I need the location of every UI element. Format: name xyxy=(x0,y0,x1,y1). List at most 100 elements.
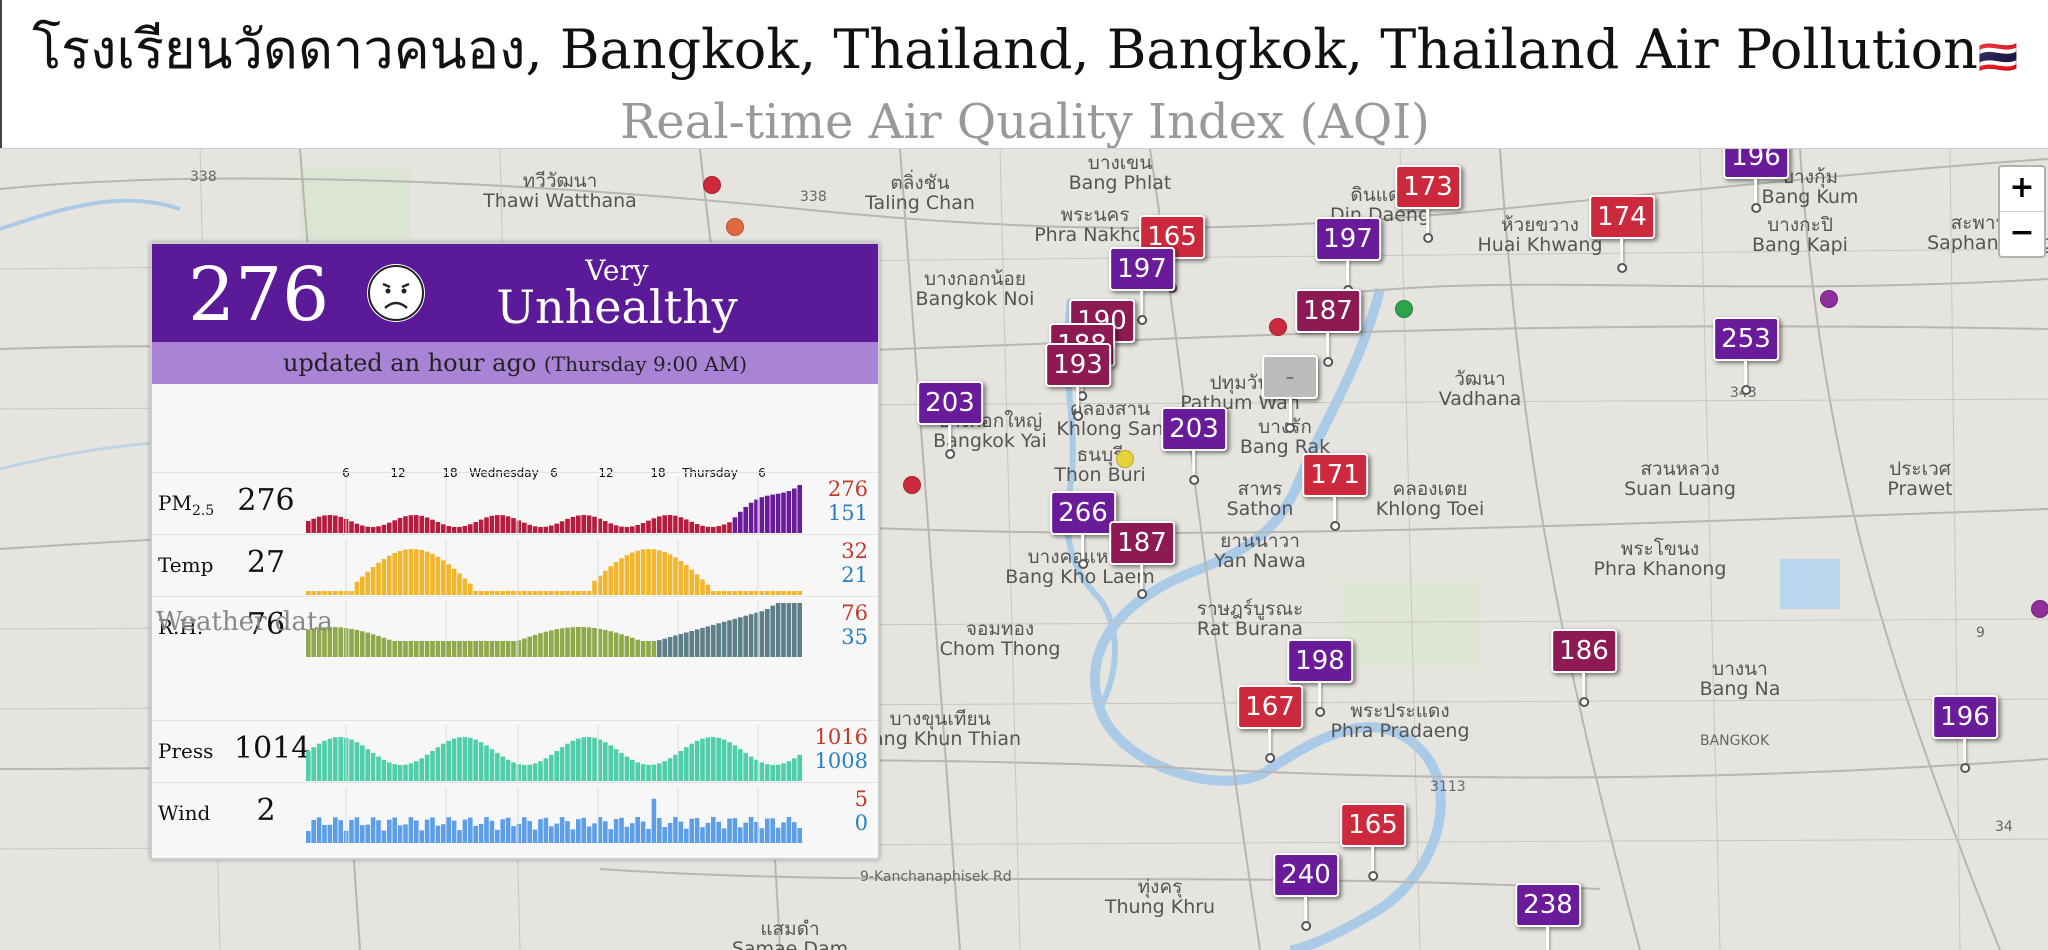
aqi-marker[interactable]: 203 xyxy=(1161,407,1227,485)
aqi-marker[interactable]: 171 xyxy=(1302,453,1368,531)
sparkline-bar xyxy=(765,609,770,657)
updated-time: updated an hour ago (Thursday 9:00 AM) xyxy=(152,342,878,384)
sparkline-bar xyxy=(435,556,441,595)
sparkline-bar xyxy=(738,511,743,533)
marker-value: 203 xyxy=(1161,407,1227,451)
sparkline-bar xyxy=(684,565,689,595)
chart-row-rh: R.H. 76 76 35 xyxy=(152,596,878,659)
sparkline-bar xyxy=(689,631,694,657)
station-dot[interactable] xyxy=(703,176,721,194)
sparkline-bar xyxy=(635,525,640,533)
sparkline-bar xyxy=(651,764,657,781)
zoom-in-button[interactable]: + xyxy=(2009,170,2035,205)
station-dot[interactable] xyxy=(1820,290,1838,308)
sparkline-bar xyxy=(570,591,576,595)
sparkline-bar xyxy=(662,761,667,781)
place-label: สวนหลวง Suan Luang xyxy=(1624,458,1736,500)
sparkline-bar xyxy=(549,826,554,843)
sparkline-bar xyxy=(689,521,694,533)
row-sparkline xyxy=(306,601,802,657)
sparkline-bar xyxy=(624,826,630,843)
sparkline-bar xyxy=(743,822,748,843)
aqi-marker[interactable]: 266 xyxy=(1050,491,1116,569)
chart-row-press: Press 1014 1016 1008 xyxy=(152,720,878,783)
aqi-marker[interactable]: 186 xyxy=(1551,629,1617,707)
sparkline-bar xyxy=(489,749,495,781)
sparkline-bar xyxy=(419,830,424,843)
station-dot[interactable] xyxy=(2031,600,2048,618)
sparkline-bar xyxy=(727,742,732,781)
station-dot[interactable] xyxy=(1116,450,1134,468)
aqi-marker[interactable]: 253 xyxy=(1713,317,1779,395)
sparkline-bar xyxy=(786,761,792,781)
station-dot[interactable] xyxy=(903,476,921,494)
sparkline-bar xyxy=(759,762,765,781)
place-label: บางคอแหลม Bang Kho Laem xyxy=(1005,546,1155,588)
sparkline-bar xyxy=(327,515,333,533)
aqi-marker[interactable]: 197 xyxy=(1109,247,1175,325)
sparkline-bar xyxy=(765,818,770,843)
sparkline-bar xyxy=(360,825,365,843)
sparkline-bar xyxy=(700,827,705,843)
sparkline-bar xyxy=(532,763,538,781)
aqi-marker[interactable]: 197 xyxy=(1315,217,1381,295)
aqi-marker[interactable]: 187 xyxy=(1295,289,1361,367)
road-label: 9 xyxy=(1976,625,1985,641)
aqi-marker[interactable]: 167 xyxy=(1237,685,1303,763)
sparkline-bar xyxy=(473,641,478,657)
row-label: Wind xyxy=(158,801,211,825)
sparkline-bar xyxy=(662,515,667,533)
sparkline-bar xyxy=(349,521,354,533)
sparkline-bar xyxy=(370,817,376,843)
sparkline-bar xyxy=(381,559,387,595)
sparkline-bar xyxy=(705,822,711,843)
sparkline-bar xyxy=(549,591,554,595)
sparkline-bar xyxy=(748,817,754,843)
sparkline-bar xyxy=(511,641,516,657)
place-label: ตลิ่งชัน Taling Chan xyxy=(865,172,975,214)
time-label: 6 xyxy=(758,466,766,480)
aqi-marker[interactable]: 193 xyxy=(1045,343,1111,421)
sparkline-bar xyxy=(657,763,662,781)
sparkline-bar xyxy=(603,742,608,781)
station-dot[interactable] xyxy=(726,218,744,236)
station-dot[interactable] xyxy=(1269,318,1287,336)
sparkline-bar xyxy=(765,495,770,533)
sparkline-bar xyxy=(770,605,775,657)
aqi-marker[interactable]: 238 xyxy=(1515,883,1581,950)
station-dot[interactable] xyxy=(1395,300,1413,318)
marker-value: 171 xyxy=(1302,453,1368,497)
sparkline-bar xyxy=(484,817,489,843)
place-label: บางกะปิ Bang Kapi xyxy=(1752,214,1848,256)
chart-row-wind: Wind 2 5 0 xyxy=(152,782,878,845)
sparkline-bar xyxy=(500,756,505,781)
zoom-out-button[interactable]: − xyxy=(2000,211,2044,256)
sparkline-bar xyxy=(462,525,468,533)
sparkline-bar xyxy=(738,591,743,595)
sparkline-bar xyxy=(646,549,651,595)
chart-row-pm: PM2.5 276 276 151 xyxy=(152,472,878,535)
aqi-marker[interactable]: 196 xyxy=(1723,149,1789,213)
aqi-marker[interactable]: 173 xyxy=(1395,165,1461,243)
aqi-marker[interactable]: 174 xyxy=(1589,195,1655,273)
map[interactable]: ทวีวัฒนา Thawi Watthana ตลิ่งชัน Taling Ch… xyxy=(0,148,2048,950)
aqi-marker[interactable]: 165 xyxy=(1340,803,1406,881)
sparkline-bar xyxy=(306,629,311,657)
sparkline-bar xyxy=(354,629,360,657)
sparkline-bar xyxy=(532,526,538,533)
row-current-value: 276 xyxy=(237,483,295,518)
sparkline-bar xyxy=(387,762,392,781)
aqi-marker[interactable]: 203 xyxy=(917,381,983,459)
marker-value: 196 xyxy=(1723,149,1789,179)
sparkline-bar xyxy=(711,591,716,595)
time-label: 12 xyxy=(390,466,406,480)
sparkline-bar xyxy=(462,737,468,781)
page-title: โรงเรียนวัดดาวคนอง, Bangkok, Thailand, B… xyxy=(32,18,2018,81)
aqi-marker[interactable]: 196 xyxy=(1932,695,1998,773)
aqi-marker[interactable]: 240 xyxy=(1273,853,1339,931)
aqi-marker[interactable]: 198 xyxy=(1287,639,1353,717)
aqi-marker[interactable]: 187 xyxy=(1109,521,1175,599)
sparkline-bar xyxy=(646,641,651,657)
aqi-marker[interactable]: - xyxy=(1262,355,1318,433)
sparkline-bar xyxy=(565,743,570,781)
